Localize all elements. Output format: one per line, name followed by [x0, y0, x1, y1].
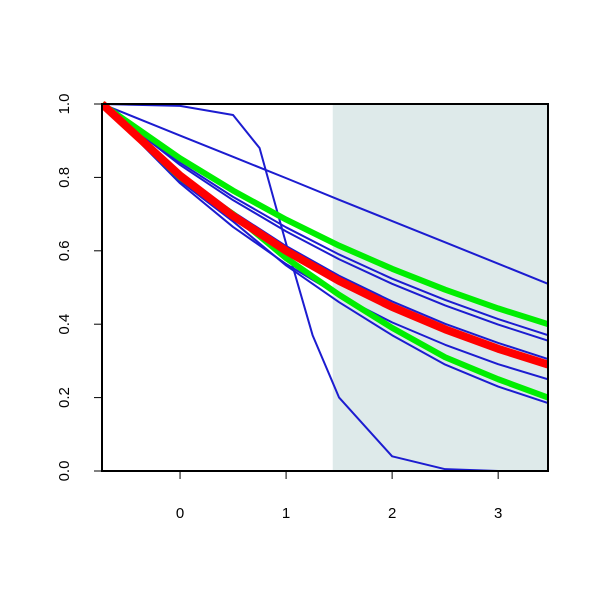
y-tick-label: 0.6 — [56, 240, 73, 261]
x-tick-label: 0 — [176, 505, 184, 522]
series-line — [102, 103, 548, 405]
series-line — [102, 103, 548, 285]
y-tick-label: 0.4 — [56, 314, 73, 335]
series-line — [102, 103, 548, 472]
plot-frame — [101, 103, 549, 472]
series-line — [102, 103, 548, 337]
series-line — [102, 101, 548, 369]
x-tick-label: 2 — [388, 505, 396, 522]
x-tick-label: 3 — [494, 505, 502, 522]
y-tick-label: 0.2 — [56, 387, 73, 408]
series-line — [102, 101, 548, 328]
y-tick-label: 0.8 — [56, 167, 73, 188]
y-tick-label: 1.0 — [56, 94, 73, 115]
y-tick-label: 0.0 — [56, 461, 73, 482]
series-line — [102, 103, 548, 342]
x-tick-label: 1 — [282, 505, 290, 522]
